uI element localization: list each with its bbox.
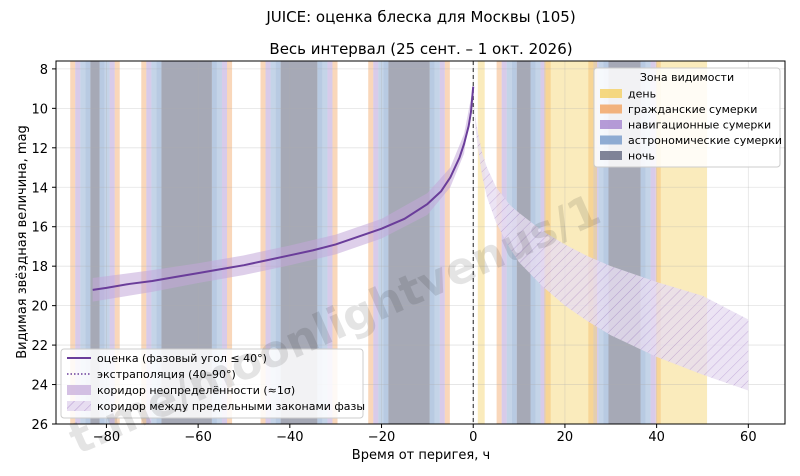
zone-astro (378, 61, 384, 424)
series-legend-frame (60, 348, 364, 419)
grid (56, 61, 785, 425)
zone-astro (434, 61, 440, 424)
visibility-legend-items: день гражданские сумерки навигационные сум… (600, 88, 782, 163)
x-tick-label: −40 (276, 430, 303, 445)
y-tick-label: 24 (31, 379, 48, 394)
zone-civil (368, 61, 374, 424)
y-tick-label: 20 (31, 300, 48, 315)
series-legend-label: коридор между предельными законами фазы (97, 400, 365, 413)
zone-astro (99, 61, 105, 424)
visibility-legend-label: гражданские сумерки (628, 103, 757, 116)
series-legend: оценка (фазовый угол ≤ 40°) экстраполяция… (60, 348, 365, 419)
zone-astro (640, 61, 646, 424)
x-tick-label: −80 (93, 430, 120, 445)
chart-suptitle: JUICE: оценка блеска для Москвы (105) (265, 8, 575, 26)
zone-civil (260, 61, 266, 424)
zone-astro (151, 61, 157, 424)
zone-nautical (75, 61, 81, 424)
x-tick-label: 0 (469, 430, 477, 445)
series-legend-label: коридор неопределённости (≈1σ) (97, 384, 295, 397)
y-tick-label: 16 (31, 221, 48, 236)
zone-astro (156, 61, 162, 424)
zone-astro (216, 61, 222, 424)
visibility-legend-frame (593, 67, 781, 168)
zone-civil (70, 61, 76, 424)
zone-night (90, 61, 100, 424)
series-legend-label: экстраполяция (40–90°) (97, 368, 236, 381)
visibility-legend-swatch (600, 135, 622, 145)
lines (92, 61, 475, 424)
visibility-legend-label: навигационные сумерки (628, 119, 771, 132)
x-axis-label: Время от перигея, ч (352, 448, 490, 463)
zone-civil (444, 61, 450, 424)
y-tick-label: 22 (31, 339, 48, 354)
zone-civil (227, 61, 233, 424)
series-legend-items: оценка (фазовый угол ≤ 40°) экстраполяция… (67, 352, 365, 413)
phase-law-band (473, 94, 749, 391)
zone-astro (211, 61, 217, 424)
visibility-legend: Зона видимости день гражданские сумерки на… (593, 67, 782, 168)
y-tick-label: 10 (31, 102, 48, 117)
zone-astro (85, 61, 91, 424)
x-tick-label: 40 (648, 430, 665, 445)
zone-civil (496, 61, 502, 424)
zone-astro (603, 61, 609, 424)
zone-astro (80, 61, 86, 424)
zone-nautical (593, 61, 599, 424)
zone-nautical (265, 61, 271, 424)
x-tick-label: −20 (368, 430, 395, 445)
x-tick-label: −60 (184, 430, 211, 445)
y-tick-label: 14 (31, 181, 48, 196)
y-tick-label: 18 (31, 260, 48, 275)
legend-swatch-hatch (67, 401, 91, 411)
bands (92, 86, 749, 391)
visibility-legend-label: день (628, 88, 656, 101)
visibility-legend-label: астрономические сумерки (628, 134, 782, 147)
zone-nautical (501, 61, 507, 424)
y-tick-label: 26 (31, 418, 48, 433)
visibility-legend-swatch (600, 120, 622, 129)
visibility-legend-swatch (600, 104, 622, 114)
chart-title: Весь интервал (25 сент. – 1 окт. 2026) (269, 40, 572, 58)
zone-day (477, 61, 485, 424)
zone-civil (655, 61, 661, 424)
legend-swatch-band (67, 385, 91, 395)
series-line-estimate (92, 86, 475, 291)
zone-astro (104, 61, 110, 424)
y-axis-label: Видимая звёздная величина, mag (15, 125, 30, 359)
visibility-legend-swatch (600, 89, 622, 98)
zone-nautical (373, 61, 379, 424)
uncertainty-band (92, 86, 474, 302)
zone-astro (270, 61, 276, 424)
zone-civil (588, 61, 594, 424)
zone-civil (114, 61, 120, 424)
zone-astro (383, 61, 389, 424)
visibility-legend-swatch (600, 151, 622, 160)
zone-nautical (439, 61, 445, 424)
visibility-legend-label: ночь (628, 150, 655, 163)
zone-night (388, 61, 430, 424)
x-tick-label: 20 (557, 430, 574, 445)
visibility-legend-title: Зона видимости (640, 71, 734, 84)
zone-nautical (650, 61, 656, 424)
zone-astro (275, 61, 281, 424)
series-legend-label: оценка (фазовый угол ≤ 40°) (97, 352, 267, 365)
y-tick-label: 12 (31, 142, 48, 157)
zone-astro (645, 61, 651, 424)
zone-nautical (146, 61, 152, 424)
x-tick-label: 60 (740, 430, 757, 445)
y-tick-label: 8 (40, 63, 48, 78)
zone-civil (141, 61, 147, 424)
zone-astro (429, 61, 435, 424)
zone-nautical (109, 61, 115, 424)
axis-ticks: −80 −60 −40 −20 0 20 40 60 8 10 12 14 16 18 20 22 24 26 (31, 63, 756, 445)
zone-astro (598, 61, 604, 424)
zone-nautical (221, 61, 228, 424)
plot-frame (55, 60, 786, 425)
